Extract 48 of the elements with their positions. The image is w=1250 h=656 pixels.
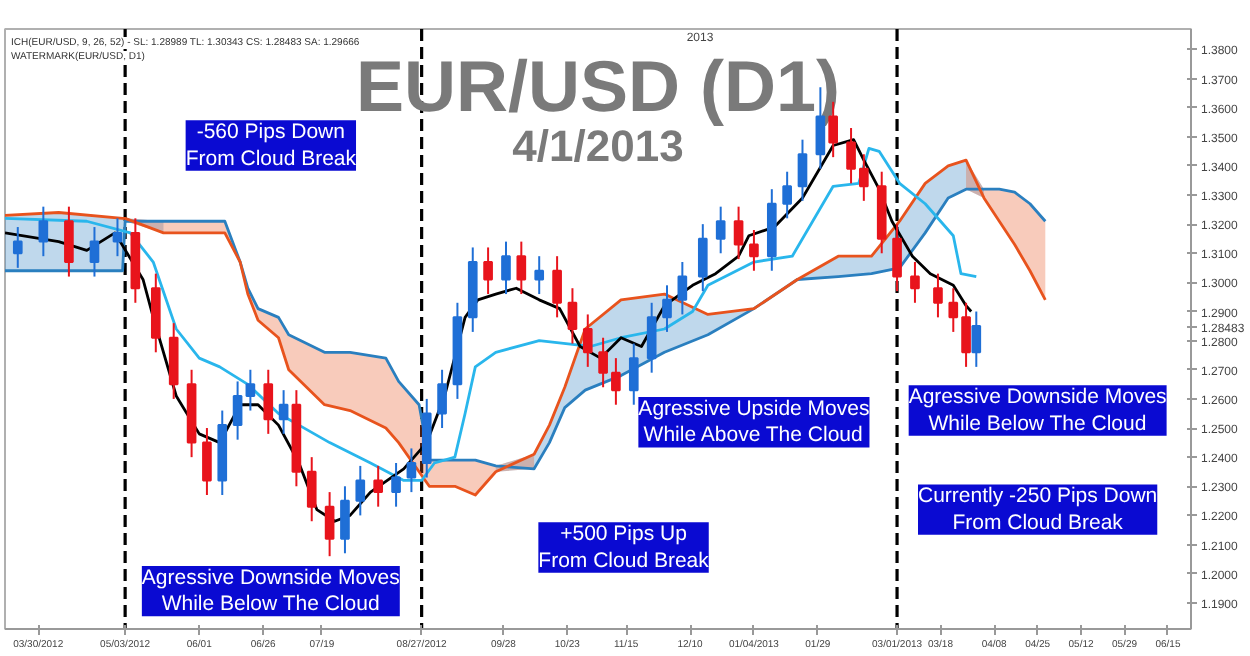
- annotation: Agressive Upside Moves While Above The Cloud: [638, 397, 870, 448]
- candlestick: [263, 368, 274, 435]
- text: 4/1/2013: [512, 121, 684, 171]
- annotation: -560 Pips Down From Cloud Break: [185, 120, 358, 171]
- annotation: +500 Pips Up From Cloud Break: [538, 522, 711, 573]
- annotation: Agressive Downside Moves While Below The Cloud: [908, 385, 1167, 436]
- candlestick: [245, 368, 256, 412]
- candlestick: [646, 301, 657, 374]
- candlestick: [733, 205, 744, 261]
- annotation: Agressive Downside Moves While Below The Cloud: [141, 565, 400, 617]
- candlestick: [278, 389, 289, 435]
- candlestick: [324, 491, 335, 558]
- candlestick: [373, 464, 384, 508]
- candlestick: [715, 205, 726, 255]
- candlestick: [483, 246, 493, 296]
- candlestick: [749, 228, 759, 272]
- candlestick: [516, 240, 527, 296]
- candlestick: [697, 223, 708, 293]
- candlestick: [677, 261, 688, 316]
- candlestick: [582, 313, 593, 368]
- candlestick: [406, 447, 417, 494]
- candlestick: [168, 322, 179, 400]
- candlestick: [355, 464, 366, 517]
- candlestick: [892, 223, 902, 293]
- candlestick: [628, 342, 639, 406]
- candlestick: [232, 380, 243, 441]
- candlestick: [340, 485, 350, 555]
- candlestick: [112, 217, 123, 258]
- candlestick: [89, 226, 100, 278]
- candlestick: [552, 255, 562, 319]
- candlestick: [910, 261, 920, 304]
- candlestick: [12, 226, 23, 269]
- candlestick: [501, 240, 511, 296]
- annotation: Currently -250 Pips Down From Cloud Break: [918, 484, 1158, 535]
- candlestick: [202, 427, 212, 497]
- candlestick: [306, 456, 317, 523]
- candlestick: [38, 205, 49, 258]
- candlestick: [662, 284, 672, 333]
- candlestick: [391, 461, 401, 508]
- candlestick: [534, 255, 545, 296]
- candlestick: [64, 205, 74, 278]
- candlestick: [437, 368, 447, 430]
- candlestick: [797, 138, 808, 202]
- chart-title: EUR/USD (D1): [355, 45, 841, 127]
- candlestick: [933, 272, 943, 319]
- candlestick: [782, 170, 792, 220]
- candlestick: [567, 287, 578, 345]
- candlestick: [971, 310, 982, 368]
